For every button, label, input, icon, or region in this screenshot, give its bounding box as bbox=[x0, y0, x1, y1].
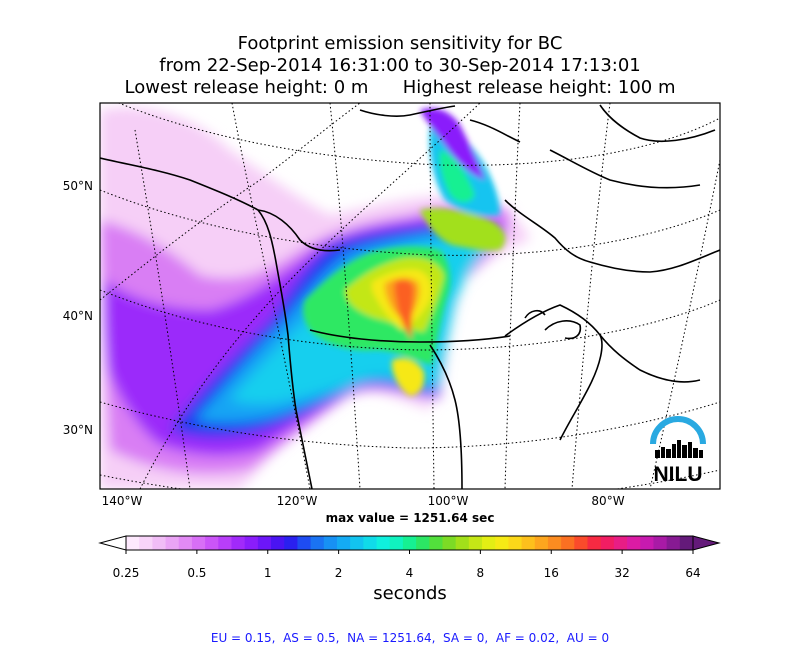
colorbar-cell bbox=[495, 536, 509, 550]
nilu-logo: NILU bbox=[650, 416, 706, 486]
colorbar-tick-label: 0.5 bbox=[187, 566, 206, 580]
colorbar-cell bbox=[653, 536, 668, 550]
x-tick-label: 120°W bbox=[277, 494, 318, 508]
colorbar-cell bbox=[165, 536, 180, 550]
colorbar-cell bbox=[534, 536, 549, 550]
colorbar-cell bbox=[600, 536, 615, 550]
colorbar-cell bbox=[152, 536, 167, 550]
colorbar-cell bbox=[679, 536, 694, 550]
colorbar-cell bbox=[482, 536, 496, 550]
colorbar-cell bbox=[429, 536, 444, 550]
region-totals-footer: EU = 0.15, AS = 0.5, NA = 1251.64, SA = … bbox=[210, 631, 610, 645]
x-tick-label: 100°W bbox=[428, 494, 469, 508]
colorbar-cell bbox=[126, 536, 140, 550]
colorbar-cell bbox=[389, 536, 404, 550]
colorbar-tick-label: 16 bbox=[544, 566, 559, 580]
colorbar-cell bbox=[561, 536, 575, 550]
y-tick-label: 50°N bbox=[63, 179, 93, 193]
colorbar-cell bbox=[297, 536, 312, 550]
colorbar-cell bbox=[666, 536, 681, 550]
logo-skyline-icon bbox=[655, 440, 703, 458]
colorbar-cell bbox=[640, 536, 655, 550]
colorbar-tick-label: 64 bbox=[685, 566, 700, 580]
colorbar-cell bbox=[350, 536, 364, 550]
colorbar-cell bbox=[178, 536, 193, 550]
x-tick-label: 140°W bbox=[102, 494, 143, 508]
coastlines bbox=[100, 104, 720, 489]
colorbar-cell bbox=[574, 536, 589, 550]
sensitivity-field bbox=[100, 107, 530, 489]
colorbar-cell bbox=[416, 536, 430, 550]
colorbar-tick-label: 0.25 bbox=[113, 566, 140, 580]
colorbar-tick-label: 2 bbox=[335, 566, 343, 580]
colorbar-tick-label: 32 bbox=[614, 566, 629, 580]
colorbar-cell bbox=[402, 536, 417, 550]
map-frame bbox=[99, 102, 721, 490]
chart-title-line3: Lowest release height: 0 m Highest relea… bbox=[124, 77, 676, 98]
colorbar-unit-label: seconds bbox=[373, 583, 447, 604]
colorbar-cell bbox=[323, 536, 338, 550]
colorbar-cell bbox=[257, 536, 272, 550]
colorbar-cell bbox=[508, 536, 523, 550]
colorbar-cell bbox=[244, 536, 259, 550]
colorbar-cell bbox=[271, 536, 285, 550]
colorbar-cell bbox=[587, 536, 602, 550]
colorbar-tick-label: 1 bbox=[264, 566, 272, 580]
colorbar-cell bbox=[627, 536, 641, 550]
x-tick-label: 80°W bbox=[591, 494, 624, 508]
colorbar-cell bbox=[139, 536, 153, 550]
colorbar-cell bbox=[455, 536, 470, 550]
chart-title-line2: from 22-Sep-2014 16:31:00 to 30-Sep-2014… bbox=[159, 55, 641, 76]
colorbar-cell bbox=[376, 536, 391, 550]
graticule bbox=[100, 103, 720, 489]
colorbar-cell bbox=[442, 536, 457, 550]
colorbar-cell bbox=[218, 536, 233, 550]
chart-title-line1: Footprint emission sensitivity for BC bbox=[237, 33, 563, 54]
colorbar-cell bbox=[284, 536, 299, 550]
logo-text: NILU bbox=[654, 463, 703, 486]
colorbar: 0.25 0.5 1 2 4 8 16 32 64 bbox=[98, 535, 721, 580]
colorbar-cell bbox=[336, 536, 351, 550]
y-tick-label: 30°N bbox=[63, 423, 93, 437]
colorbar-cell bbox=[613, 536, 628, 550]
logo-arc-icon bbox=[650, 416, 706, 445]
colorbar-cell bbox=[231, 536, 246, 550]
colorbar-min-extend bbox=[98, 535, 127, 551]
colorbar-tick-label: 8 bbox=[477, 566, 485, 580]
colorbar-cell bbox=[468, 536, 483, 550]
colorbar-cell bbox=[547, 536, 562, 550]
colorbar-tick-label: 4 bbox=[406, 566, 414, 580]
y-tick-label: 40°N bbox=[63, 309, 93, 323]
colorbar-max-extend bbox=[692, 535, 721, 551]
colorbar-cell bbox=[310, 536, 325, 550]
colorbar-cell bbox=[363, 536, 378, 550]
colorbar-cell bbox=[191, 536, 206, 550]
colorbar-cell bbox=[205, 536, 219, 550]
max-value-label: max value = 1251.64 sec bbox=[325, 511, 495, 525]
colorbar-cell bbox=[521, 536, 536, 550]
